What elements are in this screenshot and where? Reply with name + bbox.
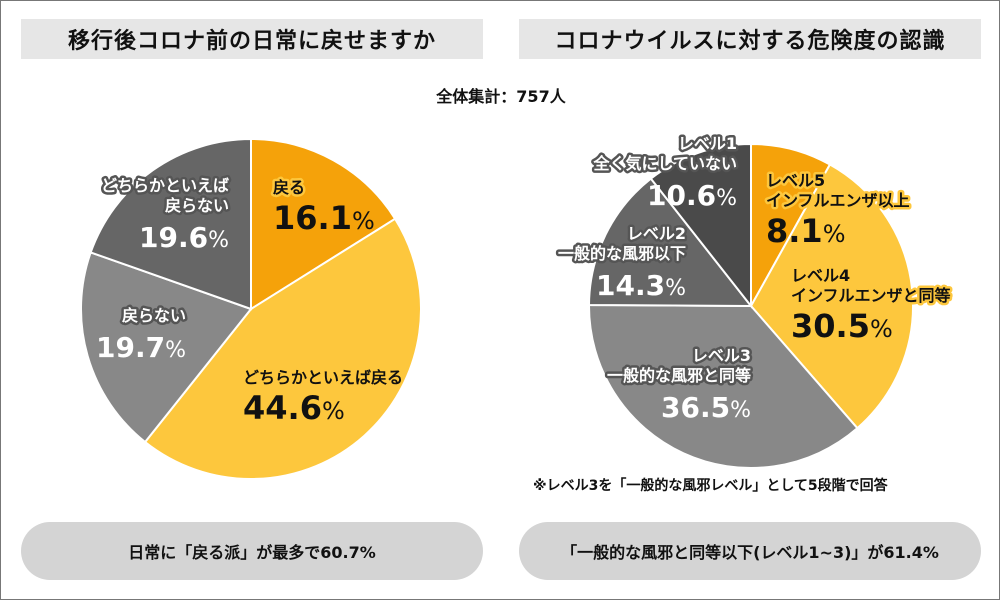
left-pie-chart: 戻る16.1%どちらかといえば戻る44.6%戻らない19.7%どちらかといえば戻… [80, 137, 422, 480]
right-summary-pill: 「一般的な風邪と同等以下(レベル1~3)」が61.4% [519, 522, 981, 580]
slice-label: 全く気にしていない [592, 154, 737, 173]
total-count: 全体集計：757人 [436, 87, 566, 106]
slice-label: 戻らない [121, 306, 186, 325]
pie-slice [649, 142, 752, 309]
slice-label: レベル5 [766, 171, 825, 190]
pie-slice [80, 251, 253, 444]
slice-label: どちらかといえば [101, 176, 229, 195]
left-summary-pill: 日常に「戻る派」が最多で60.7% [21, 522, 483, 580]
pie-slice [588, 303, 859, 469]
slice-label: レベル4 [791, 266, 850, 285]
right-chart-title: コロナウイルスに対する危険度の認識 [519, 19, 981, 59]
slice-label: 戻らない [164, 196, 229, 215]
slice-value-label: 8.1% [766, 212, 846, 250]
slice-label: 一般的な風邪以下 [558, 244, 686, 263]
slice-label: レベル1 [678, 134, 737, 153]
slice-value-label: 44.6% [243, 389, 345, 427]
slice-label: インフルエンザ以上 [766, 191, 910, 210]
slice-value-label: 36.5% [661, 391, 751, 424]
right-chart-footnote: ※レベル3を「一般的な風邪レベル」として5段階で回答 [533, 478, 888, 494]
slice-value-label: 14.3% [596, 269, 686, 302]
left-chart-title: 移行後コロナ前の日常に戻せますか [21, 19, 483, 59]
slice-label: どちらかといえば戻る [243, 368, 403, 387]
pie-slice [749, 163, 914, 430]
slice-value-label: 16.1% [273, 199, 375, 237]
pie-slice [250, 137, 397, 311]
pie-slice [89, 137, 252, 311]
slice-label: インフルエンザと同等 [791, 286, 951, 305]
slice-value-label: 19.6% [139, 221, 229, 254]
slice-value-label: 30.5% [791, 307, 893, 345]
slice-label: レベル3 [692, 346, 751, 365]
slice-label: 一般的な風邪と同等 [607, 366, 751, 385]
pie-slice [587, 177, 754, 308]
slice-value-label: 19.7% [96, 331, 186, 364]
pie-slice [143, 217, 422, 480]
slice-value-label: 10.6% [647, 179, 737, 212]
slice-label: 戻る [272, 178, 305, 197]
slice-label: レベル2 [627, 224, 686, 243]
